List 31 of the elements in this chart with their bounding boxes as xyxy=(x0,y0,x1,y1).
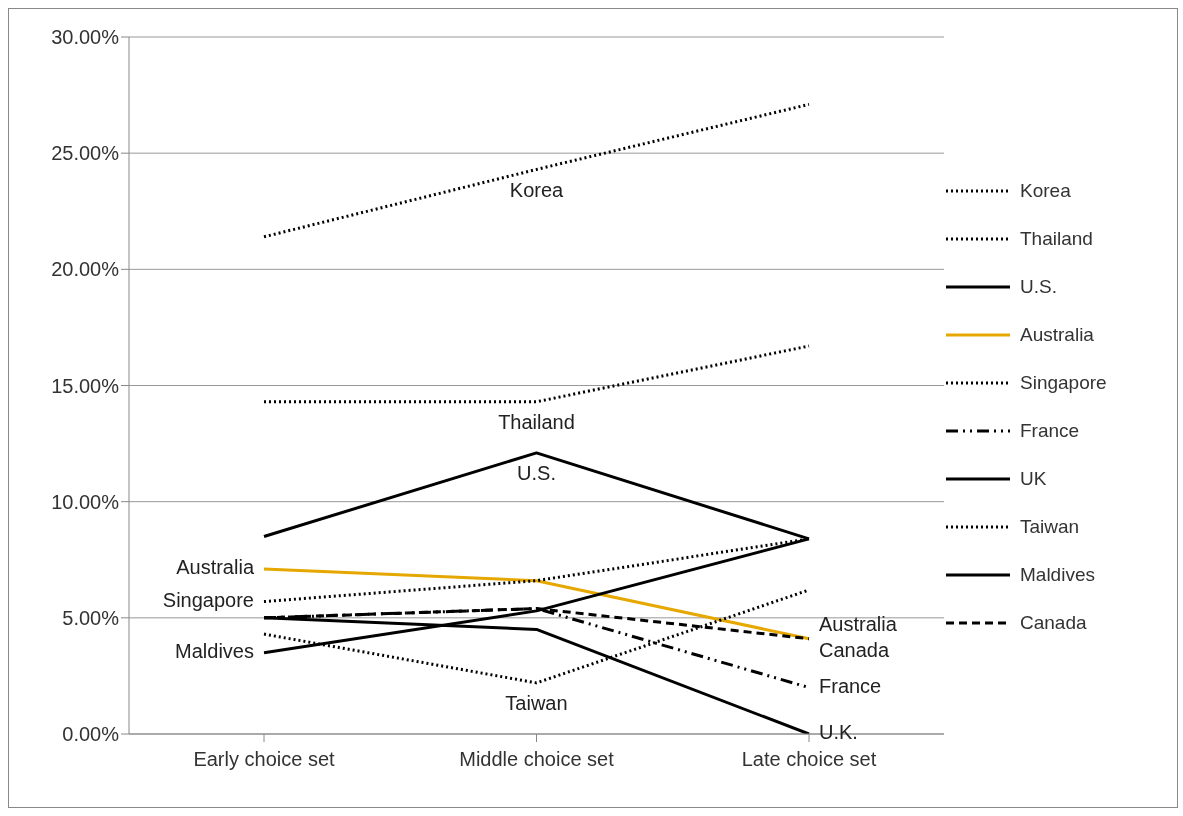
y-tick-label: 10.00% xyxy=(51,490,120,513)
y-tick-label: 15.00% xyxy=(51,374,120,397)
legend-label: Thailand xyxy=(1020,227,1093,250)
legend-label: Taiwan xyxy=(1020,515,1080,538)
legend-label: Singapore xyxy=(1020,371,1107,394)
annotation: U.S. xyxy=(517,462,556,485)
y-tick-label: 25.00% xyxy=(51,142,120,165)
annotation: Singapore xyxy=(162,588,254,611)
annotation: Korea xyxy=(509,178,565,201)
x-tick-label: Early choice set xyxy=(193,748,336,771)
annotation: Australia xyxy=(176,556,255,579)
annotation: France xyxy=(819,674,882,697)
legend-label: Canada xyxy=(1020,611,1087,634)
legend-label: Maldives xyxy=(1020,563,1095,586)
x-tick-label: Middle choice set xyxy=(459,748,615,771)
legend-label: UK xyxy=(1020,467,1047,490)
annotation: Maldives xyxy=(175,639,254,662)
legend-label: Australia xyxy=(1020,323,1094,346)
y-tick-label: 5.00% xyxy=(62,606,120,629)
y-tick-label: 0.00% xyxy=(62,723,120,746)
annotation: Taiwan xyxy=(505,692,568,715)
annotation: Australia xyxy=(819,613,898,636)
legend-label: France xyxy=(1020,419,1080,442)
annotation: Thailand xyxy=(498,411,575,434)
y-tick-label: 30.00% xyxy=(51,26,120,49)
legend-label: U.S. xyxy=(1020,275,1057,298)
y-tick-label: 20.00% xyxy=(51,258,120,281)
annotation: Canada xyxy=(819,639,890,662)
legend-label: Korea xyxy=(1020,179,1071,202)
x-tick-label: Late choice set xyxy=(741,748,877,771)
annotation: U.K. xyxy=(819,721,858,744)
